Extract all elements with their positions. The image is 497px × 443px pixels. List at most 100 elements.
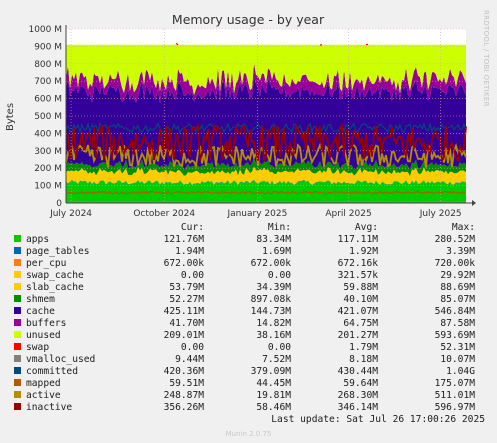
- rrdtool-credit: RRDTOOL / TOBI OETIKER: [482, 10, 490, 107]
- value-max: 511.01M: [434, 390, 475, 401]
- y-axis-label: Bytes: [5, 103, 16, 131]
- line-mapped: [65, 190, 466, 195]
- value-cur: 59.51M: [169, 378, 204, 389]
- y-tick-label: 0: [56, 199, 62, 209]
- legend-row-unused: unused 209.01M 38.16M 201.27M 593.69M: [14, 330, 475, 342]
- series-name: committed: [26, 366, 78, 377]
- series-name: slab_cache: [26, 282, 84, 293]
- legend-header: Cur: Min: Avg: Max:: [14, 222, 475, 234]
- value-min: 1.69M: [262, 246, 291, 257]
- y-tick-label: 1000 M: [28, 25, 62, 35]
- value-cur: 425.11M: [163, 306, 204, 317]
- legend-swatch: [14, 235, 21, 242]
- value-max: 596.97M: [434, 402, 475, 413]
- value-avg: 672.16k: [337, 258, 378, 269]
- value-max: 1.04G: [446, 366, 475, 377]
- area-slab_cache: [66, 166, 466, 185]
- x-tick-label: July 2024: [49, 209, 92, 219]
- value-avg: 1.79M: [349, 342, 378, 353]
- legend-swatch: [14, 247, 21, 254]
- y-tick-label: 100 M: [34, 182, 62, 192]
- value-avg: 346.14M: [337, 402, 378, 413]
- x-tick-label: October 2024: [133, 209, 195, 219]
- series-name: cache: [26, 306, 55, 317]
- y-tick-label: 600 M: [34, 95, 62, 105]
- series-name: inactive: [26, 402, 73, 413]
- value-max: 175.07M: [434, 378, 475, 389]
- col-min: Min:: [267, 222, 291, 233]
- col-cur: Cur:: [180, 222, 204, 233]
- legend-swatch: [14, 319, 21, 326]
- value-avg: 117.11M: [337, 234, 378, 245]
- chart-title: Memory usage - by year: [172, 12, 325, 27]
- area-apps: [66, 180, 466, 203]
- value-min: 83.34M: [256, 234, 291, 245]
- value-min: 58.46M: [256, 402, 291, 413]
- y-tick-label: 700 M: [34, 77, 62, 87]
- legend-swatch: [14, 295, 21, 302]
- value-max: 3.39M: [446, 246, 475, 257]
- series-name: per_cpu: [26, 258, 67, 269]
- legend-row-page_tables: page_tables 1.94M 1.69M 1.92M 3.39M: [14, 246, 475, 258]
- value-avg: 421.07M: [337, 306, 378, 317]
- area-page_tables: [66, 179, 466, 185]
- value-avg: 59.64M: [343, 378, 378, 389]
- x-axis-arrow: [472, 200, 476, 206]
- legend-row-mapped: mapped 59.51M 44.45M 59.64M 175.07M: [14, 378, 475, 390]
- legend-table: Cur: Min: Avg: Max: apps 121.76M 83.34M 117…: [14, 222, 475, 414]
- value-cur: 0.00: [180, 342, 204, 353]
- legend-row-buffers: buffers 41.70M 14.82M 64.75M 87.58M: [14, 318, 475, 330]
- series-name: swap: [26, 342, 50, 353]
- legend-swatch: [14, 343, 21, 350]
- series-name: active: [26, 390, 61, 401]
- area-unused: [66, 44, 466, 95]
- value-min: 44.45M: [256, 378, 291, 389]
- series-name: vmalloc_used: [26, 354, 96, 365]
- value-min: 672.00k: [250, 258, 291, 269]
- legend-swatch: [14, 271, 21, 278]
- legend-swatch: [14, 331, 21, 338]
- line-inactive: [65, 122, 467, 164]
- value-cur: 41.70M: [169, 318, 204, 329]
- value-min: 38.16M: [256, 330, 291, 341]
- value-cur: 121.76M: [163, 234, 204, 245]
- value-max: 85.07M: [440, 294, 475, 305]
- value-min: 0.00: [267, 342, 291, 353]
- legend-swatch: [14, 355, 21, 362]
- value-avg: 201.27M: [337, 330, 378, 341]
- value-cur: 209.01M: [163, 330, 204, 341]
- value-min: 34.39M: [256, 282, 291, 293]
- value-avg: 268.30M: [337, 390, 378, 401]
- value-cur: 420.36M: [163, 366, 204, 377]
- legend-row-per_cpu: per_cpu 672.00k 672.00k 672.16k 720.00k: [14, 258, 475, 270]
- value-cur: 0.00: [180, 270, 204, 281]
- value-avg: 430.44M: [337, 366, 378, 377]
- value-avg: 64.75M: [343, 318, 378, 329]
- legend-row-swap_cache: swap_cache 0.00 0.00 321.57k 29.92M: [14, 270, 475, 282]
- value-avg: 40.10M: [343, 294, 378, 305]
- value-min: 19.81M: [256, 390, 291, 401]
- legend-swatch: [14, 283, 21, 290]
- legend-swatch: [14, 403, 21, 410]
- value-avg: 1.92M: [349, 246, 378, 257]
- series-name: mapped: [26, 378, 61, 389]
- munin-version: Munin 2.0.75: [225, 430, 272, 438]
- value-max: 87.58M: [440, 318, 475, 329]
- legend-row-cache: cache 425.11M 144.73M 421.07M 546.84M: [14, 306, 475, 318]
- legend-row-shmem: shmem 52.27M 897.08k 40.10M 85.07M: [14, 294, 475, 306]
- col-avg: Avg:: [354, 222, 378, 233]
- y-tick-label: 300 M: [34, 147, 62, 157]
- series-name: apps: [26, 234, 50, 245]
- value-min: 897.08k: [250, 294, 291, 305]
- value-min: 144.73M: [250, 306, 291, 317]
- legend-swatch: [14, 259, 21, 266]
- value-avg: 321.57k: [337, 270, 378, 281]
- x-tick-label: April 2025: [325, 209, 371, 219]
- value-max: 88.69M: [440, 282, 475, 293]
- legend-row-vmalloc_used: vmalloc_used 9.44M 7.52M 8.18M 10.07M: [14, 354, 475, 366]
- value-cur: 52.27M: [169, 294, 204, 305]
- value-min: 7.52M: [262, 354, 291, 365]
- value-max: 10.07M: [440, 354, 475, 365]
- area-buffers: [66, 63, 466, 103]
- value-cur: 9.44M: [175, 354, 204, 365]
